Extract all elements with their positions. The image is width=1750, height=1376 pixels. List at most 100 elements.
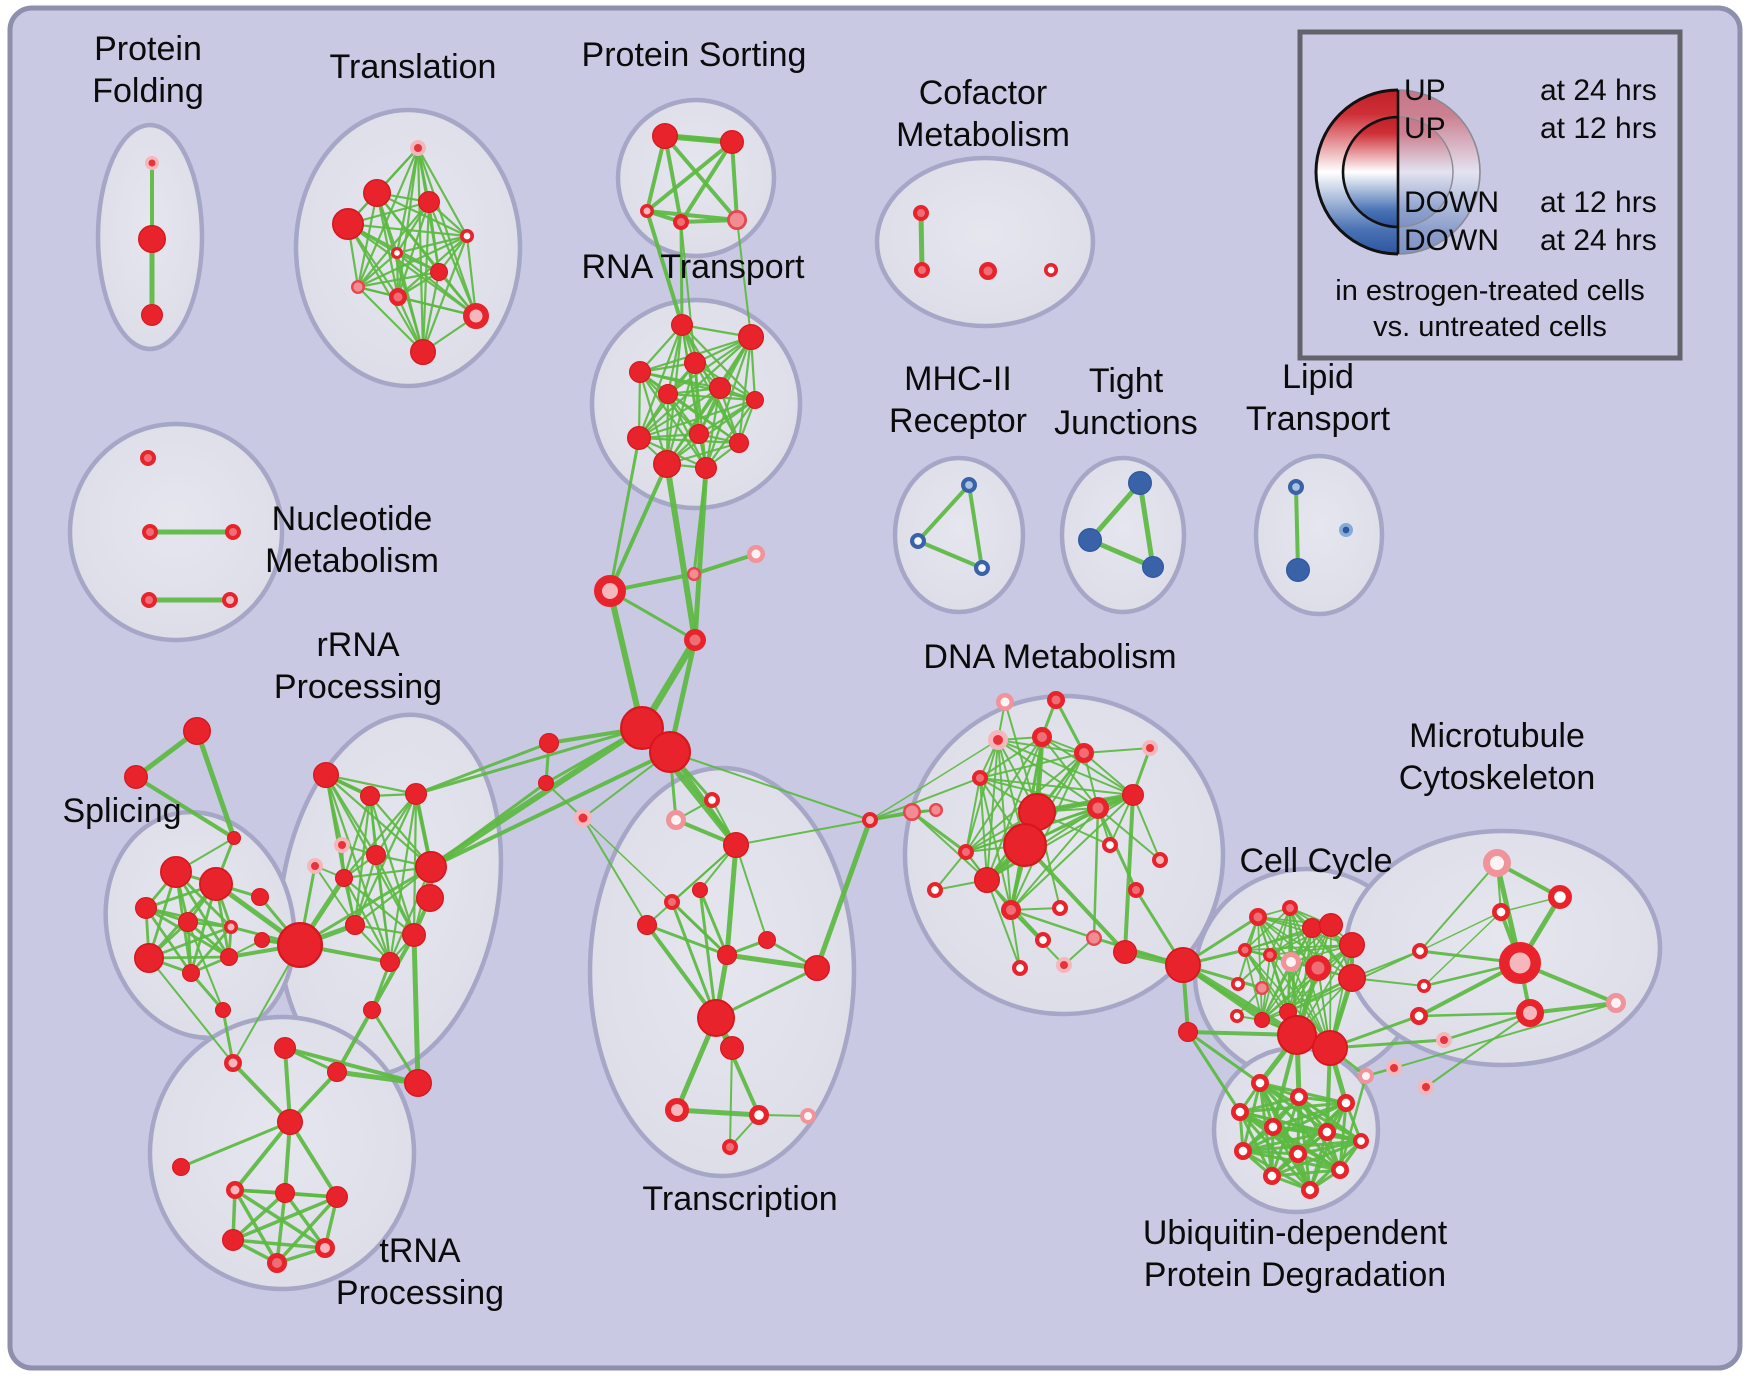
network-node-tr4[interactable]: [327, 1062, 347, 1082]
network-node-tj2[interactable]: [1077, 527, 1102, 552]
network-node-ps5[interactable]: [727, 209, 748, 230]
network-node-rt2[interactable]: [738, 323, 765, 350]
network-node-sp7[interactable]: [182, 964, 200, 982]
network-node-cn1[interactable]: [862, 812, 878, 828]
network-node-u12[interactable]: [1300, 1180, 1319, 1199]
network-node-mh2[interactable]: [910, 533, 927, 550]
network-node-d2[interactable]: [1032, 727, 1052, 747]
network-node-cc4[interactable]: [1318, 912, 1343, 937]
network-node-rt12[interactable]: [694, 456, 717, 479]
network-node-r7[interactable]: [335, 869, 353, 887]
network-node-cc17[interactable]: [1312, 1030, 1349, 1067]
network-node-c2[interactable]: [687, 567, 702, 582]
network-node-bb4[interactable]: [1436, 1032, 1452, 1048]
network-node-c1[interactable]: [594, 575, 626, 607]
network-node-sp6[interactable]: [134, 943, 164, 973]
network-node-u6[interactable]: [1317, 1122, 1336, 1141]
network-node-tc11[interactable]: [719, 1035, 744, 1060]
network-node-rt3[interactable]: [628, 360, 651, 383]
network-node-sp4[interactable]: [178, 912, 198, 932]
network-node-u3[interactable]: [1336, 1093, 1355, 1112]
network-node-rt6[interactable]: [658, 384, 678, 404]
network-node-d9[interactable]: [1002, 822, 1047, 867]
network-node-tri2[interactable]: [123, 764, 148, 789]
network-node-m5[interactable]: [1516, 999, 1544, 1027]
network-node-d11[interactable]: [1152, 852, 1168, 868]
network-node-tr2[interactable]: [224, 1054, 242, 1072]
network-node-b2[interactable]: [538, 775, 554, 791]
network-node-tc12[interactable]: [665, 1098, 689, 1122]
network-node-cc5[interactable]: [1339, 932, 1366, 959]
network-node-hub2[interactable]: [648, 730, 691, 773]
network-node-dL[interactable]: [903, 803, 922, 822]
network-node-r5[interactable]: [307, 858, 323, 874]
network-node-r10[interactable]: [345, 915, 365, 935]
network-node-ps4[interactable]: [673, 214, 689, 230]
network-node-d6[interactable]: [1122, 783, 1145, 806]
network-node-bb3[interactable]: [1409, 1007, 1428, 1026]
network-node-r8[interactable]: [416, 884, 445, 913]
network-node-d18[interactable]: [1034, 932, 1051, 949]
network-node-cc12[interactable]: [1254, 981, 1269, 996]
network-node-d12[interactable]: [958, 844, 974, 860]
network-node-tc2[interactable]: [666, 810, 686, 830]
network-node-tc7[interactable]: [637, 915, 657, 935]
network-node-t7[interactable]: [430, 263, 448, 281]
network-node-u1[interactable]: [1250, 1073, 1269, 1092]
network-node-n4[interactable]: [141, 592, 157, 608]
network-node-cc7[interactable]: [1263, 948, 1277, 962]
network-node-d21[interactable]: [1056, 957, 1072, 973]
network-node-m6[interactable]: [1606, 993, 1626, 1013]
network-node-tr12[interactable]: [267, 1253, 287, 1273]
network-node-g1[interactable]: [276, 922, 323, 969]
network-node-tr8[interactable]: [275, 1183, 295, 1203]
network-node-tc15[interactable]: [722, 1139, 738, 1155]
network-node-d4[interactable]: [972, 770, 988, 786]
network-node-tc8[interactable]: [804, 955, 831, 982]
network-node-c4[interactable]: [684, 629, 706, 651]
network-node-r4[interactable]: [334, 837, 350, 853]
network-node-tr1[interactable]: [215, 1002, 231, 1018]
network-node-u10[interactable]: [1330, 1160, 1349, 1179]
network-node-r12[interactable]: [380, 952, 400, 972]
network-node-d15[interactable]: [1128, 882, 1144, 898]
network-node-tj3[interactable]: [1142, 555, 1165, 578]
network-node-cf3[interactable]: [979, 262, 997, 280]
network-node-ps2[interactable]: [719, 130, 744, 155]
network-node-d20[interactable]: [1012, 960, 1029, 977]
network-node-tr5[interactable]: [276, 1109, 303, 1136]
network-node-tj1[interactable]: [1127, 471, 1152, 496]
network-node-d13[interactable]: [974, 867, 1001, 894]
network-node-tr6[interactable]: [172, 1158, 190, 1176]
network-node-d23[interactable]: [996, 693, 1014, 711]
network-node-tc1[interactable]: [704, 792, 721, 809]
network-node-cc1[interactable]: [1249, 908, 1267, 926]
network-node-cc0[interactable]: [1165, 947, 1202, 984]
network-node-b3[interactable]: [574, 809, 592, 827]
network-node-d19[interactable]: [1085, 930, 1102, 947]
network-node-d17[interactable]: [1051, 900, 1068, 917]
network-node-d14[interactable]: [927, 882, 944, 899]
network-node-cc14[interactable]: [1254, 1012, 1270, 1028]
network-node-sp8[interactable]: [220, 948, 238, 966]
network-node-u9[interactable]: [1288, 1144, 1307, 1163]
network-node-pf3[interactable]: [141, 303, 164, 326]
network-node-cf2[interactable]: [914, 262, 930, 278]
network-node-d22[interactable]: [1112, 939, 1137, 964]
network-node-cc10[interactable]: [1337, 964, 1366, 993]
network-node-sp9[interactable]: [251, 888, 269, 906]
network-node-n1[interactable]: [140, 450, 156, 466]
network-node-tr10[interactable]: [222, 1229, 245, 1252]
network-node-lp2[interactable]: [1285, 557, 1310, 582]
network-node-lp1[interactable]: [1287, 478, 1304, 495]
network-node-t8[interactable]: [351, 280, 366, 295]
network-node-cc6[interactable]: [1238, 943, 1252, 957]
network-node-u11[interactable]: [1262, 1166, 1281, 1185]
network-node-cc16[interactable]: [1277, 1015, 1317, 1055]
network-node-mh3[interactable]: [974, 560, 991, 577]
network-node-cc20[interactable]: [1386, 1060, 1402, 1076]
network-node-d1[interactable]: [988, 730, 1008, 750]
network-node-rt11[interactable]: [653, 450, 682, 479]
network-node-pf1[interactable]: [145, 156, 159, 170]
network-node-cc3[interactable]: [1302, 918, 1322, 938]
